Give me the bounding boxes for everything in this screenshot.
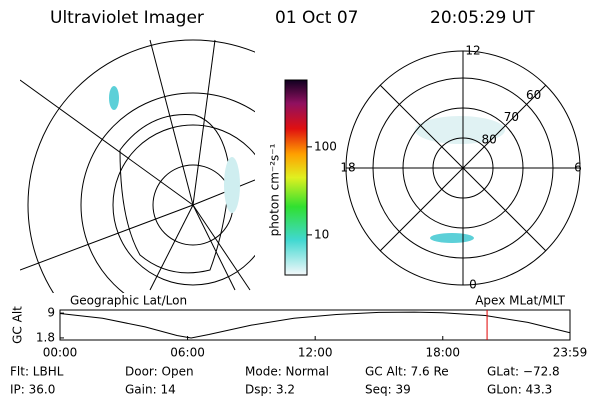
mlt-label: 18 <box>340 161 355 175</box>
x-tick-label: 23:59 <box>553 346 588 360</box>
polar-spoke <box>379 167 464 252</box>
lat-label: 80 <box>482 132 497 146</box>
time: 20:05:29 UT <box>430 8 535 28</box>
colorbar-label: photon cm⁻²s⁻¹ <box>268 143 282 236</box>
polar-spoke <box>379 84 464 169</box>
x-tick-label: 12:00 <box>298 346 333 360</box>
x-tick-label: 00:00 <box>43 346 78 360</box>
y-tick-label: 9 <box>47 306 55 320</box>
info-field: Gain: 14 <box>125 383 176 397</box>
colorbar <box>284 79 308 276</box>
x-tick-label: 06:00 <box>170 346 205 360</box>
left-title: Geographic Lat/Lon <box>70 294 187 308</box>
mlt-label: 6 <box>574 161 582 175</box>
info-field: GLat: −72.8 <box>487 365 560 379</box>
info-field: GLon: 43.3 <box>487 383 552 397</box>
colorbar-tick-label: 100 <box>314 139 337 153</box>
mlt-label: 12 <box>465 44 480 58</box>
x-tick-label: 18:00 <box>425 346 460 360</box>
date: 01 Oct 07 <box>275 8 358 28</box>
lat-label: 60 <box>526 88 541 102</box>
info-field: Flt: LBHL <box>10 365 64 379</box>
polar-spoke <box>462 167 547 252</box>
y-tick-label: 1.8 <box>36 330 55 344</box>
lat-circle <box>402 107 524 229</box>
mlt-label: 0 <box>469 278 477 292</box>
lat-label: 70 <box>504 110 519 124</box>
y-label: GC Alt <box>11 306 25 344</box>
geo-map <box>20 39 255 293</box>
info-field: GC Alt: 7.6 Re <box>365 365 449 379</box>
polar-spoke <box>462 84 547 169</box>
info-field: Dsp: 3.2 <box>245 383 295 397</box>
info-field: Mode: Normal <box>245 365 329 379</box>
colorbar-tick-label: 10 <box>314 227 329 241</box>
info-field: IP: 36.0 <box>10 383 55 397</box>
info-field: Door: Open <box>125 365 194 379</box>
lat-circle <box>432 137 494 199</box>
lat-circle <box>372 77 554 259</box>
info-field: Seq: 39 <box>365 383 411 397</box>
title: Ultraviolet Imager <box>50 8 204 28</box>
altitude-line <box>59 311 571 339</box>
right-title: Apex MLat/MLT <box>475 294 565 308</box>
